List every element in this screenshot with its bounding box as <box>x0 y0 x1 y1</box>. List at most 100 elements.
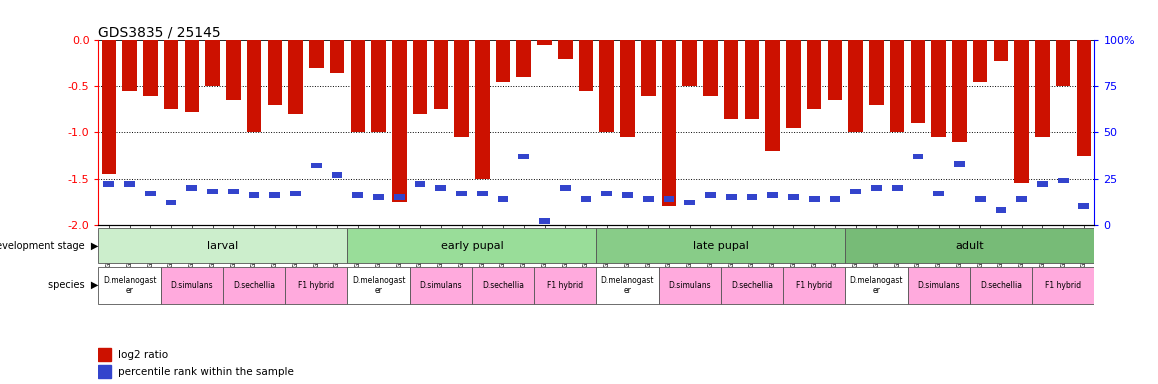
Bar <box>705 192 716 198</box>
Bar <box>994 40 1009 61</box>
Text: D.sechellia: D.sechellia <box>233 281 276 290</box>
Bar <box>870 40 884 105</box>
Bar <box>347 267 410 304</box>
Bar <box>477 190 488 196</box>
Bar <box>1014 40 1029 183</box>
Text: D.melanogast
er: D.melanogast er <box>601 276 654 295</box>
Bar <box>394 194 404 200</box>
Bar <box>807 40 821 109</box>
Bar <box>849 40 863 132</box>
Bar <box>642 40 655 96</box>
Text: GDS3835 / 25145: GDS3835 / 25145 <box>98 25 221 39</box>
Bar <box>247 40 262 132</box>
Bar <box>288 40 302 114</box>
Bar <box>684 200 695 205</box>
Bar <box>519 154 529 159</box>
Bar <box>393 40 406 202</box>
Bar <box>808 196 820 202</box>
Bar <box>580 196 592 202</box>
Bar <box>829 196 841 202</box>
Bar <box>145 190 155 196</box>
Bar <box>596 228 845 263</box>
Text: species  ▶: species ▶ <box>47 280 98 290</box>
Bar <box>454 40 469 137</box>
Text: development stage  ▶: development stage ▶ <box>0 241 98 251</box>
Bar <box>1056 40 1070 86</box>
Text: F1 hybrid: F1 hybrid <box>797 281 833 290</box>
Bar <box>845 267 908 304</box>
Bar <box>310 163 322 169</box>
Bar <box>123 40 137 91</box>
Text: D.melanogast
er: D.melanogast er <box>352 276 405 295</box>
Bar <box>498 196 508 202</box>
Bar <box>789 194 799 200</box>
Bar <box>724 40 739 119</box>
Bar <box>975 196 985 202</box>
Bar <box>661 40 676 206</box>
Text: D.simulans: D.simulans <box>917 281 960 290</box>
Bar <box>537 40 551 45</box>
Bar <box>969 267 1032 304</box>
Bar <box>331 172 343 178</box>
Bar <box>516 40 532 77</box>
Text: D.melanogast
er: D.melanogast er <box>103 276 156 295</box>
Bar <box>373 194 384 200</box>
Bar <box>643 196 653 202</box>
Bar <box>102 40 116 174</box>
Text: D.simulans: D.simulans <box>668 281 711 290</box>
Bar <box>415 181 425 187</box>
Text: F1 hybrid: F1 hybrid <box>1046 281 1082 290</box>
Text: D.simulans: D.simulans <box>419 281 462 290</box>
Bar <box>996 207 1006 213</box>
Bar <box>1038 181 1048 187</box>
Bar <box>747 194 757 200</box>
Bar <box>910 40 925 123</box>
Bar <box>534 267 596 304</box>
Bar <box>475 40 490 179</box>
Bar <box>682 40 697 86</box>
Bar <box>249 192 259 198</box>
Bar <box>601 190 613 196</box>
Bar <box>435 185 446 190</box>
Bar <box>228 189 239 194</box>
Bar <box>1077 40 1091 156</box>
Bar <box>166 200 176 205</box>
Bar <box>351 40 365 132</box>
Bar <box>270 192 280 198</box>
Bar <box>973 40 988 82</box>
Text: D.sechellia: D.sechellia <box>482 281 525 290</box>
Bar <box>163 40 178 109</box>
Bar <box>372 40 386 132</box>
Bar <box>309 40 323 68</box>
Bar <box>471 267 534 304</box>
Bar <box>622 192 633 198</box>
Bar <box>664 196 674 202</box>
Bar <box>783 267 845 304</box>
Bar <box>205 40 220 86</box>
Bar <box>1057 178 1069 183</box>
Bar <box>222 267 285 304</box>
Bar <box>98 365 111 379</box>
Bar <box>1035 40 1049 137</box>
Bar <box>892 185 902 190</box>
Bar <box>98 348 111 361</box>
Text: F1 hybrid: F1 hybrid <box>548 281 584 290</box>
Text: D.sechellia: D.sechellia <box>731 281 774 290</box>
Bar <box>659 267 720 304</box>
Bar <box>285 267 347 304</box>
Bar <box>768 192 778 198</box>
Bar <box>330 40 344 73</box>
Text: F1 hybrid: F1 hybrid <box>299 281 335 290</box>
Bar <box>558 40 572 59</box>
Text: D.sechellia: D.sechellia <box>980 281 1023 290</box>
Bar <box>291 190 301 196</box>
Text: adult: adult <box>955 241 984 251</box>
Text: D.melanogast
er: D.melanogast er <box>850 276 903 295</box>
Bar <box>871 185 882 190</box>
Bar <box>124 181 135 187</box>
Text: log2 ratio: log2 ratio <box>118 349 168 359</box>
Bar <box>952 40 967 142</box>
Bar <box>1078 204 1090 209</box>
Text: early pupal: early pupal <box>440 241 504 251</box>
Text: late pupal: late pupal <box>692 241 749 251</box>
